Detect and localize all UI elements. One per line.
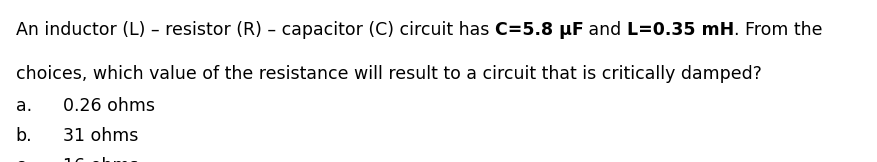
Text: and: and	[582, 21, 626, 39]
Text: An inductor (L) – resistor (R) – capacitor (C) circuit has: An inductor (L) – resistor (R) – capacit…	[16, 21, 494, 39]
Text: L=0.35 mH: L=0.35 mH	[626, 21, 733, 39]
Text: 31 ohms: 31 ohms	[63, 127, 139, 145]
Text: C=5.8 μF: C=5.8 μF	[494, 21, 582, 39]
Text: a.: a.	[16, 97, 32, 115]
Text: choices, which value of the resistance will result to a circuit that is critical: choices, which value of the resistance w…	[16, 65, 761, 83]
Text: b.: b.	[16, 127, 32, 145]
Text: . From the: . From the	[733, 21, 822, 39]
Text: c.: c.	[16, 157, 31, 162]
Text: 0.26 ohms: 0.26 ohms	[63, 97, 155, 115]
Text: 16 ohms: 16 ohms	[63, 157, 139, 162]
